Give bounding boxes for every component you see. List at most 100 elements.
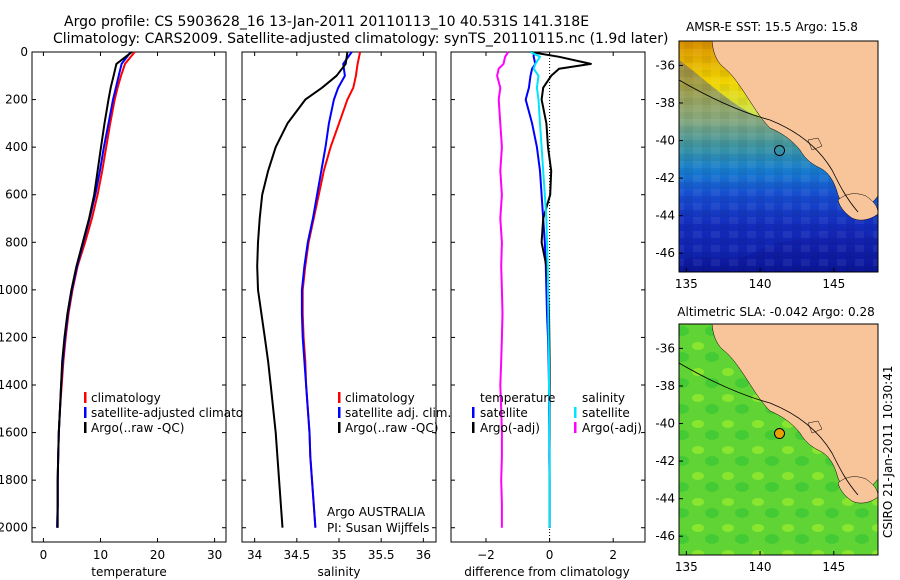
difference-panel: −2 0 2 difference from climatology tempera… xyxy=(450,51,646,579)
legend-label-satellite-adj: satellite adj. clim. xyxy=(345,406,451,420)
y-tick-label: 2000 xyxy=(0,521,28,535)
sst-map-image xyxy=(679,41,878,272)
map-y-tick-label: -46 xyxy=(655,246,675,260)
legend-swatch-climatology xyxy=(84,392,87,403)
x-tick-label: 36 xyxy=(416,548,431,562)
legend-swatch-argo xyxy=(84,422,87,433)
sla-map-panel: Altimetric SLA: -0.042 Argo: 0.28 135 140… xyxy=(655,305,879,574)
sst-float-marker xyxy=(774,145,786,157)
sst-map-panel: AMSR-E SST: 15.5 Argo: 15.8 135 140 145 -36… xyxy=(655,20,879,291)
x-tick-label: 10 xyxy=(93,548,108,562)
x-tick-label: 0 xyxy=(40,548,48,562)
series-line-satellite-adj-clim xyxy=(300,51,353,528)
sla-float-marker xyxy=(774,428,786,440)
x-tick-label: 0 xyxy=(546,548,554,562)
sla-map-title: Altimetric SLA: -0.042 Argo: 0.28 xyxy=(677,305,874,319)
legend-label-sal-satellite: satellite xyxy=(582,406,630,420)
difference-legend: temperature satellite Argo(-adj) salinit… xyxy=(472,391,642,435)
map-y-tick-label: -36 xyxy=(655,341,675,355)
annotation-argo-australia: Argo AUSTRALIA xyxy=(327,505,426,519)
y-tick-label: 400 xyxy=(5,140,28,154)
sst-land-tasmania xyxy=(837,193,878,221)
legend-title-salinity: salinity xyxy=(582,391,625,405)
legend-label-sal-argo: Argo(-adj) xyxy=(582,421,642,435)
sst-isobath xyxy=(679,79,859,213)
legend-swatch-argo xyxy=(338,422,341,433)
x-tick-label: −2 xyxy=(477,548,495,562)
legend-label-satellite-adjusted: satellite-adjusted climatology xyxy=(91,406,269,420)
sst-land-island xyxy=(807,137,823,151)
temperature-xlabel: temperature xyxy=(91,565,166,579)
sla-land-tasmania xyxy=(837,476,878,504)
legend-label-temp-satellite: satellite xyxy=(480,406,528,420)
map-x-tick-label: 145 xyxy=(822,560,845,574)
map-y-tick-label: -40 xyxy=(655,417,675,431)
sst-map-frame xyxy=(678,40,879,273)
y-tick-label: 1600 xyxy=(0,426,28,440)
x-tick-label: 20 xyxy=(150,548,165,562)
figure-subtitle: Climatology: CARS2009. Satellite-adjuste… xyxy=(53,31,668,47)
y-tick-label: 200 xyxy=(5,93,28,107)
map-y-tick-label: -38 xyxy=(655,96,675,110)
y-tick-label: 1200 xyxy=(0,330,28,344)
map-y-tick-label: -42 xyxy=(655,171,675,185)
x-tick-label: 35 xyxy=(331,548,346,562)
y-tick-label: 800 xyxy=(5,235,28,249)
sst-map-title: AMSR-E SST: 15.5 Argo: 15.8 xyxy=(686,20,858,34)
temperature-axes-frame xyxy=(31,51,227,543)
sla-land-island xyxy=(807,420,823,434)
side-timestamp-label: CSIRO 21-Jan-2011 10:30:41 xyxy=(881,366,895,538)
map-y-tick-label: -44 xyxy=(655,209,675,223)
legend-swatch-satellite xyxy=(84,407,87,418)
y-tick-label: 0 xyxy=(20,45,28,59)
sla-map-frame xyxy=(678,323,879,556)
sla-map-image xyxy=(679,324,878,555)
x-tick-label: 30 xyxy=(207,548,222,562)
series-line-salinity-satellite xyxy=(530,51,551,528)
y-tick-label: 1000 xyxy=(0,283,28,297)
difference-xlabel: difference from climatology xyxy=(464,565,630,579)
sla-isobath xyxy=(679,362,859,496)
legend-swatch-sal-argo xyxy=(574,422,577,433)
map-x-tick-label: 140 xyxy=(749,277,772,291)
legend-swatch-temp-argo xyxy=(472,422,475,433)
temperature-panel: 0 200 400 600 800 1000 1200 1400 1600 1800 2000 0 10… xyxy=(0,45,269,579)
legend-swatch-temp-satellite xyxy=(472,407,475,418)
y-tick-label: 1400 xyxy=(0,378,28,392)
series-line-argo-raw-qc xyxy=(256,51,349,528)
salinity-legend: climatology satellite adj. clim. Argo(..… xyxy=(338,391,451,435)
legend-label-argo: Argo(..raw -QC) xyxy=(345,421,438,435)
map-y-tick-label: -42 xyxy=(655,454,675,468)
map-y-tick-label: -44 xyxy=(655,492,675,506)
map-x-tick-label: 140 xyxy=(749,560,772,574)
salinity-panel: 34 34.5 35 35.5 36 salinity climatology sate… xyxy=(241,51,451,579)
temperature-legend: climatology satellite-adjusted climatolo… xyxy=(84,391,269,435)
series-line-climatology xyxy=(56,51,136,528)
figure-title: Argo profile: CS 5903628_16 13-Jan-2011 … xyxy=(64,14,589,30)
legend-label-argo: Argo(..raw -QC) xyxy=(91,421,184,435)
legend-label-climatology: climatology xyxy=(91,391,161,405)
map-x-tick-label: 145 xyxy=(822,277,845,291)
y-tick-label: 1800 xyxy=(0,473,28,487)
series-line-argo-raw-qc xyxy=(56,51,133,528)
map-x-tick-label: 135 xyxy=(675,277,698,291)
series-line-salinity-argo-adj xyxy=(496,51,510,528)
salinity-axes-frame xyxy=(241,51,437,543)
y-tick-label: 600 xyxy=(5,188,28,202)
legend-label-climatology: climatology xyxy=(345,391,415,405)
map-y-tick-label: -46 xyxy=(655,529,675,543)
annotation-pi: PI: Susan Wijffels xyxy=(327,521,429,535)
x-tick-label: 34 xyxy=(247,548,262,562)
map-y-tick-label: -38 xyxy=(655,379,675,393)
map-y-tick-label: -40 xyxy=(655,134,675,148)
x-tick-label: 34.5 xyxy=(283,548,310,562)
legend-swatch-sal-satellite xyxy=(574,407,577,418)
x-tick-label: 2 xyxy=(609,548,617,562)
series-line-satellite-adjusted-climatology xyxy=(56,51,132,528)
x-tick-label: 35.5 xyxy=(368,548,395,562)
legend-title-temperature: temperature xyxy=(480,391,555,405)
map-y-tick-label: -36 xyxy=(655,58,675,72)
legend-swatch-climatology xyxy=(338,392,341,403)
map-x-tick-label: 135 xyxy=(675,560,698,574)
